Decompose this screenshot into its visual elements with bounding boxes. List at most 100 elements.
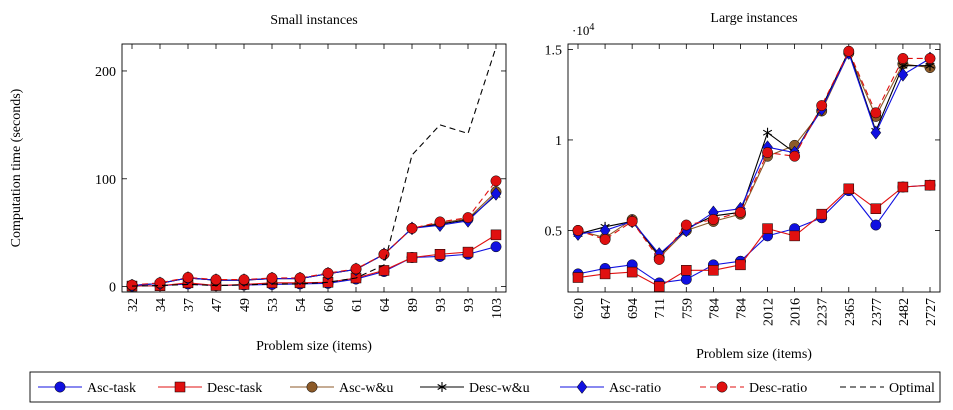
x-tick-label: 60 <box>322 298 337 312</box>
data-point-desc-task <box>897 181 909 193</box>
series-line-desc-w-u <box>131 194 497 287</box>
legend-item-desc-task: Desc-task <box>158 381 262 396</box>
large-instances-chart: Large instances Problem size (items) ·104 0… <box>545 11 941 362</box>
legend-item-asc-w-u: Asc-w&u <box>290 381 393 396</box>
data-point-desc-task <box>572 272 584 283</box>
x-tick-label: 759 <box>680 298 695 319</box>
y-tick-label: 200 <box>95 65 116 80</box>
data-point-desc-task <box>599 268 611 280</box>
x-tick-label: 103 <box>490 298 505 319</box>
x-tick-label: 694 <box>626 298 641 319</box>
series-line-asc-ratio <box>131 193 497 287</box>
data-point-desc-task <box>434 249 446 260</box>
data-point-asc-task <box>680 273 692 285</box>
data-point-desc-task <box>843 183 855 195</box>
data-point-desc-ratio <box>897 53 909 64</box>
chart-title: Small instances <box>270 13 358 28</box>
data-point-desc-ratio <box>462 212 474 224</box>
legend-item-asc-ratio: Asc-ratio <box>560 380 661 396</box>
y-axis-label: Computation time (seconds) <box>9 88 24 247</box>
data-point-desc-ratio <box>322 267 334 279</box>
x-tick-label: 54 <box>294 298 309 312</box>
series-group <box>572 45 936 292</box>
x-tick-label: 2016 <box>789 298 804 326</box>
data-point-desc-ratio <box>266 272 278 284</box>
x-tick-label: 711 <box>653 298 668 318</box>
legend-item-desc-ratio: Desc-ratio <box>700 381 807 396</box>
x-tick-label: 620 <box>572 298 587 319</box>
data-point-desc-ratio <box>626 215 638 227</box>
x-axis-label: Problem size (items) <box>256 339 372 354</box>
plot-frame <box>567 43 941 293</box>
data-point-desc-task <box>462 246 474 258</box>
data-point-asc-ratio <box>870 125 882 140</box>
x-tick-label: 784 <box>707 298 722 319</box>
data-point-desc-ratio <box>789 150 801 162</box>
data-point-desc-ratio <box>572 225 584 236</box>
x-axis-label: Problem size (items) <box>696 347 812 362</box>
data-point-desc-task <box>653 281 665 292</box>
data-point-desc-ratio <box>154 277 166 289</box>
data-point-desc-task <box>406 252 418 263</box>
series-line-asc-w-u <box>131 191 497 287</box>
x-tick-label: 647 <box>599 298 614 319</box>
x-tick-label: 2237 <box>816 298 831 326</box>
legend-marker <box>437 382 447 392</box>
data-point-desc-ratio <box>350 263 362 275</box>
data-point-asc-ratio <box>897 67 909 82</box>
data-point-desc-ratio <box>707 214 719 226</box>
data-point-desc-task <box>490 229 502 241</box>
legend-item-optimal: Optimal <box>840 381 935 396</box>
y-tick-label: 1 <box>555 134 562 149</box>
y-tick-label: 0 <box>109 281 116 296</box>
x-tick-label: 2377 <box>870 298 885 326</box>
series-line-optimal <box>131 47 497 287</box>
data-point-desc-ratio <box>294 272 306 284</box>
data-point-desc-task <box>789 230 800 242</box>
x-tick-label: 53 <box>266 298 281 312</box>
chart-title: Large instances <box>710 11 797 26</box>
series-line-asc-w-u <box>577 51 931 259</box>
data-point-desc-ratio <box>735 206 746 218</box>
data-point-desc-ratio <box>434 216 446 228</box>
legend-marker <box>174 381 186 393</box>
y-tick-label: 100 <box>95 173 116 188</box>
data-point-desc-task <box>816 208 827 220</box>
legend-label: Asc-ratio <box>609 381 661 396</box>
data-point-desc-task <box>735 259 746 271</box>
data-point-desc-task <box>626 266 638 278</box>
data-point-desc-ratio <box>599 234 611 245</box>
data-point-desc-ratio <box>210 274 222 286</box>
x-tick-label: 2012 <box>762 298 777 326</box>
legend-item-desc-w-u: Desc-w&u <box>420 381 530 396</box>
legend-label: Desc-task <box>207 381 262 396</box>
data-point-desc-ratio <box>924 53 936 64</box>
data-point-desc-ratio <box>182 271 194 283</box>
series-group <box>126 47 502 293</box>
data-point-desc-ratio <box>653 253 665 265</box>
legend-label: Asc-w&u <box>339 381 393 396</box>
y-axis-exponent: ·104 <box>572 22 594 38</box>
data-point-desc-ratio <box>238 274 250 286</box>
data-point-desc-ratio <box>680 219 692 231</box>
data-point-asc-task <box>870 219 882 231</box>
data-point-desc-ratio <box>490 175 502 187</box>
data-point-desc-ratio <box>762 147 773 159</box>
series-line-asc-ratio <box>577 51 931 255</box>
x-tick-label: 2727 <box>924 298 939 326</box>
legend-label: Optimal <box>889 381 935 396</box>
data-point-asc-ratio <box>490 186 502 201</box>
legend-item-asc-task: Asc-task <box>38 381 136 396</box>
legend: Asc-task Desc-task Asc-w&u Desc-w&u Asc-rati… <box>29 371 941 403</box>
x-tick-label: 784 <box>734 298 749 319</box>
x-tick-label: 2482 <box>897 298 912 326</box>
data-point-desc-task <box>762 223 773 234</box>
data-point-desc-ratio <box>406 222 418 234</box>
x-tick-label: 2365 <box>843 298 858 326</box>
series-line-desc-ratio <box>131 180 497 286</box>
legend-marker <box>306 381 318 393</box>
legend-label: Desc-ratio <box>749 381 807 396</box>
plot-frame <box>121 43 507 293</box>
x-tick-label: 47 <box>210 298 225 312</box>
